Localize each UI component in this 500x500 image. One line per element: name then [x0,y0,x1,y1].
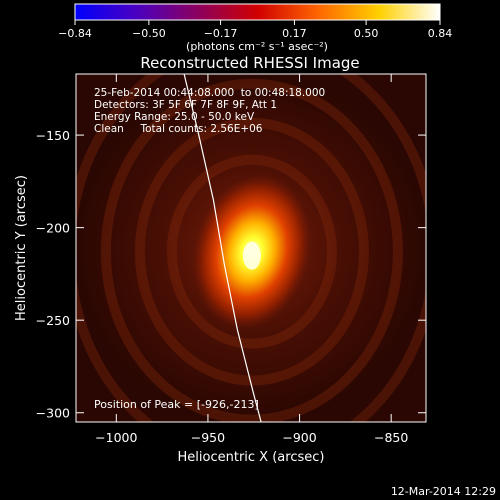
colorbar-tick-label: 0.17 [282,27,307,40]
chart-title: Reconstructed RHESSI Image [140,54,359,72]
y-tick-label: −150 [36,128,70,143]
x-tick-label: −1000 [95,430,137,445]
observation-info: 25-Feb-2014 00:44:08.000 to 00:48:18.000… [94,87,325,135]
info-line: Clean Total counts: 2.56E+06 [94,123,263,135]
colorbar-ticks: −0.84 −0.50 −0.17 0.17 0.50 0.84 [58,20,452,40]
solar-limb-curve [183,74,262,422]
ripple-ring [166,154,337,349]
colorbar-tick-label: −0.50 [132,27,166,40]
ripple-ring [100,78,403,422]
y-tick-label: −250 [36,313,70,328]
x-tick-label: −900 [282,430,316,445]
clean-ripples [76,74,426,422]
y-axis-ticks: −150 −200 −250 −300 [36,128,426,421]
colorbar [74,3,441,21]
x-axis-label: Heliocentric X (arcsec) [178,450,325,465]
source-core [242,241,261,270]
x-tick-label: −850 [374,430,408,445]
colorbar-tick-label: 0.50 [354,27,379,40]
y-axis-label: Heliocentric Y (arcsec) [14,175,29,321]
info-line: 25-Feb-2014 00:44:08.000 to 00:48:18.000 [94,87,325,99]
colorbar-unit-label: (photons cm⁻² s⁻¹ asec⁻²) [186,40,328,53]
info-line: Energy Range: 25.0 - 50.0 keV [94,111,255,123]
plot-image [76,74,426,422]
x-tick-label: −950 [191,430,225,445]
footer-timestamp: 12-Mar-2014 12:29 [391,485,496,498]
ripple-ring [134,117,369,386]
colorbar-tick-label: −0.84 [58,27,92,40]
x-axis-ticks: −1000 −950 −900 −850 [95,74,408,445]
colorbar-tick-label: −0.17 [204,27,238,40]
plot-frame [75,73,427,423]
peak-position-label: Position of Peak = [-926,-213] [94,398,259,411]
colorbar-tick-label: 0.84 [428,27,453,40]
y-tick-label: −200 [36,221,70,236]
info-line: Detectors: 3F 5F 6F 7F 8F 9F, Att 1 [94,99,277,111]
y-tick-label: −300 [36,406,70,421]
